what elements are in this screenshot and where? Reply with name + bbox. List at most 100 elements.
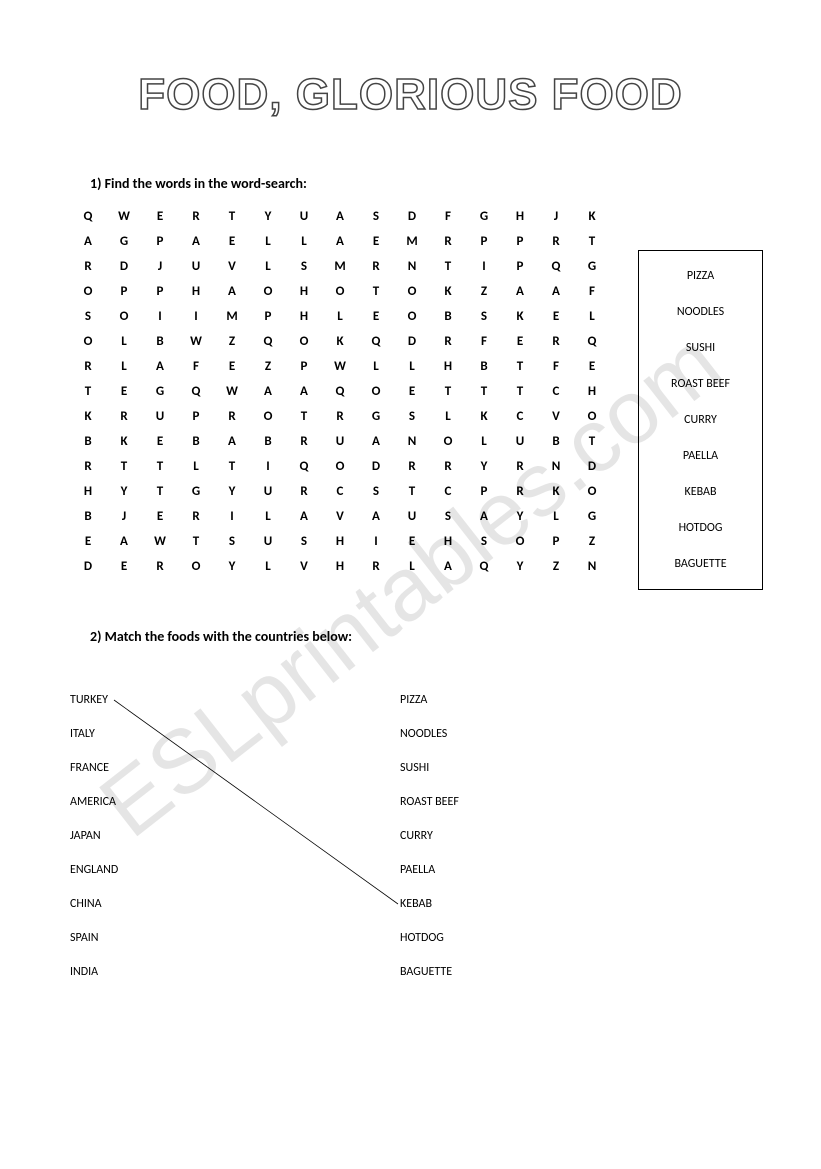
grid-cell: K: [466, 410, 502, 423]
grid-cell: L: [106, 360, 142, 373]
grid-cell: E: [142, 510, 178, 523]
grid-cell: L: [250, 560, 286, 573]
grid-cell: P: [502, 260, 538, 273]
grid-cell: E: [394, 535, 430, 548]
grid-cell: H: [502, 210, 538, 223]
grid-cell: I: [358, 535, 394, 548]
grid-cell: T: [70, 385, 106, 398]
grid-cell: D: [394, 210, 430, 223]
food-item: SUSHI: [400, 751, 459, 785]
grid-cell: O: [394, 310, 430, 323]
country-item: AMERICA: [70, 785, 400, 819]
grid-cell: P: [286, 360, 322, 373]
grid-cell: E: [358, 235, 394, 248]
grid-cell: H: [286, 310, 322, 323]
grid-cell: G: [106, 235, 142, 248]
grid-cell: Y: [250, 210, 286, 223]
grid-cell: L: [106, 335, 142, 348]
grid-cell: D: [574, 460, 610, 473]
grid-cell: F: [178, 360, 214, 373]
grid-cell: F: [466, 335, 502, 348]
grid-cell: G: [178, 485, 214, 498]
grid-cell: U: [142, 410, 178, 423]
grid-cell: U: [286, 210, 322, 223]
grid-cell: R: [430, 235, 466, 248]
word-list-box: PIZZANOODLESSUSHIROAST BEEFCURRYPAELLAKE…: [638, 250, 763, 590]
grid-cell: O: [574, 410, 610, 423]
food-item: HOTDOG: [400, 921, 459, 955]
grid-cell: U: [322, 435, 358, 448]
section1-container: QWERTYUASDFGHJKAGPAELLAEMRPPRTRDJUVLSMRN…: [70, 210, 751, 590]
grid-cell: G: [358, 410, 394, 423]
grid-cell: A: [286, 385, 322, 398]
grid-cell: P: [250, 310, 286, 323]
grid-cell: Y: [214, 485, 250, 498]
grid-cell: O: [70, 335, 106, 348]
grid-cell: K: [430, 285, 466, 298]
grid-cell: S: [394, 410, 430, 423]
grid-cell: L: [286, 235, 322, 248]
grid-cell: E: [358, 310, 394, 323]
grid-cell: A: [178, 235, 214, 248]
grid-cell: O: [70, 285, 106, 298]
section2-container: 2) Match the foods with the countries be…: [70, 628, 751, 989]
grid-cell: F: [430, 210, 466, 223]
grid-cell: O: [430, 435, 466, 448]
grid-cell: C: [430, 485, 466, 498]
grid-cell: A: [250, 385, 286, 398]
grid-cell: Q: [322, 385, 358, 398]
grid-cell: R: [286, 435, 322, 448]
grid-cell: E: [394, 385, 430, 398]
grid-cell: R: [178, 510, 214, 523]
grid-row: BKEBABRUANOLUBT: [70, 435, 610, 448]
grid-cell: E: [214, 360, 250, 373]
food-item: PIZZA: [400, 683, 459, 717]
grid-cell: T: [286, 410, 322, 423]
grid-cell: T: [430, 385, 466, 398]
grid-cell: T: [214, 210, 250, 223]
grid-cell: R: [70, 360, 106, 373]
match-columns: TURKEYITALYFRANCEAMERICAJAPANENGLANDCHIN…: [70, 683, 751, 989]
grid-cell: E: [142, 435, 178, 448]
grid-cell: B: [70, 510, 106, 523]
grid-cell: R: [538, 335, 574, 348]
grid-cell: F: [574, 285, 610, 298]
grid-cell: O: [574, 485, 610, 498]
grid-cell: B: [250, 435, 286, 448]
wordbox-item: ROAST BEEF: [661, 377, 740, 391]
grid-cell: G: [142, 385, 178, 398]
grid-cell: N: [538, 460, 574, 473]
grid-cell: S: [358, 210, 394, 223]
grid-row: RTTLTIQODRRYRND: [70, 460, 610, 473]
country-item: SPAIN: [70, 921, 400, 955]
grid-cell: Q: [358, 335, 394, 348]
grid-cell: K: [574, 210, 610, 223]
grid-cell: H: [430, 360, 466, 373]
grid-row: QWERTYUASDFGHJK: [70, 210, 610, 223]
grid-cell: O: [106, 310, 142, 323]
grid-cell: Q: [466, 560, 502, 573]
wordbox-item: HOTDOG: [661, 521, 740, 535]
grid-cell: H: [322, 535, 358, 548]
grid-cell: R: [394, 460, 430, 473]
grid-cell: S: [214, 535, 250, 548]
grid-cell: L: [322, 310, 358, 323]
grid-row: DEROYLVHRLAQYZN: [70, 560, 610, 573]
grid-cell: S: [466, 310, 502, 323]
wordbox-item: PIZZA: [661, 269, 740, 283]
grid-cell: T: [574, 435, 610, 448]
grid-cell: B: [538, 435, 574, 448]
grid-cell: A: [70, 235, 106, 248]
food-item: ROAST BEEF: [400, 785, 459, 819]
grid-cell: R: [70, 260, 106, 273]
grid-cell: A: [286, 510, 322, 523]
grid-cell: P: [142, 285, 178, 298]
country-item: FRANCE: [70, 751, 400, 785]
grid-cell: T: [502, 385, 538, 398]
grid-row: HYTGYURCSTCPRKO: [70, 485, 610, 498]
grid-cell: N: [574, 560, 610, 573]
wordbox-item: SUSHI: [661, 341, 740, 355]
grid-cell: A: [502, 285, 538, 298]
grid-cell: A: [142, 360, 178, 373]
grid-cell: M: [394, 235, 430, 248]
